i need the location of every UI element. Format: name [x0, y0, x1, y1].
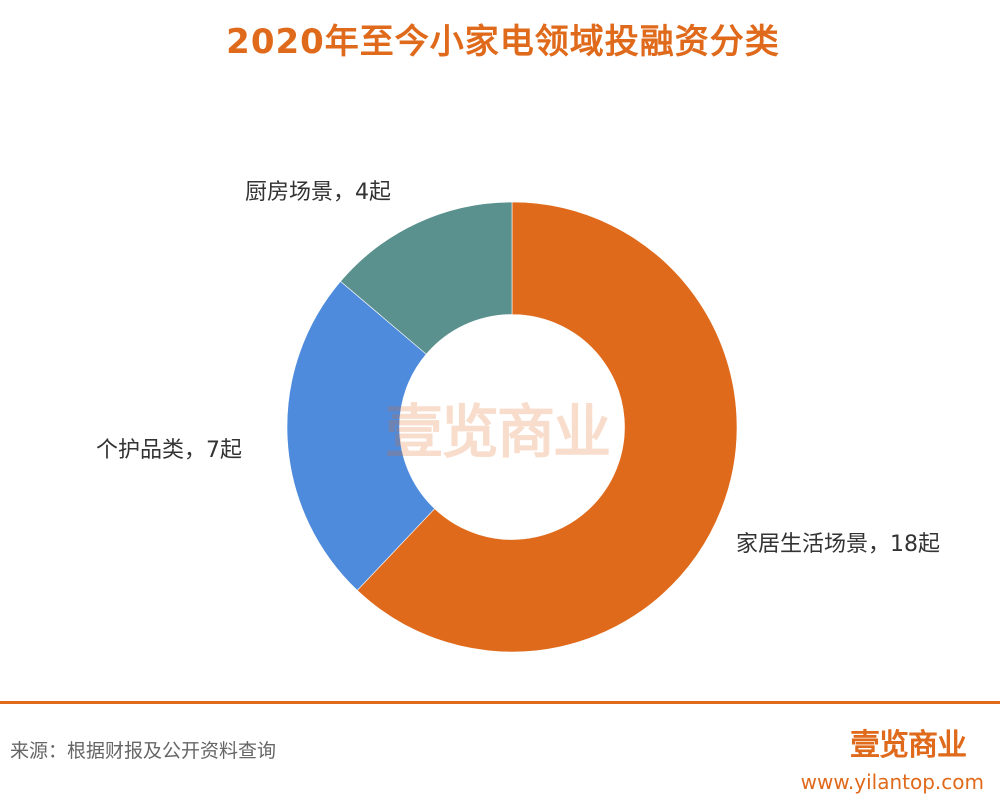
- label-kitchen: 厨房场景，4起: [245, 180, 391, 205]
- label-personal-care: 个护品类，7起: [96, 438, 242, 463]
- watermark-logo: 壹览商业: [385, 398, 611, 466]
- slice-kitchen: [340, 201, 513, 355]
- brand-url[interactable]: www.yilantop.com: [800, 770, 984, 794]
- label-home-living: 家居生活场景，18起: [736, 532, 940, 557]
- footer-divider: [0, 701, 1000, 704]
- chart-title: 2020年至今小家电领域投融资分类: [226, 22, 780, 62]
- source-note: 来源：根据财报及公开资料查询: [10, 740, 277, 762]
- slice-personal-care: [286, 280, 436, 591]
- donut-chart: [286, 201, 738, 653]
- slice-home-living: [356, 201, 738, 653]
- donut-slices: [286, 201, 738, 653]
- brand-logo: 壹览商业: [850, 728, 967, 763]
